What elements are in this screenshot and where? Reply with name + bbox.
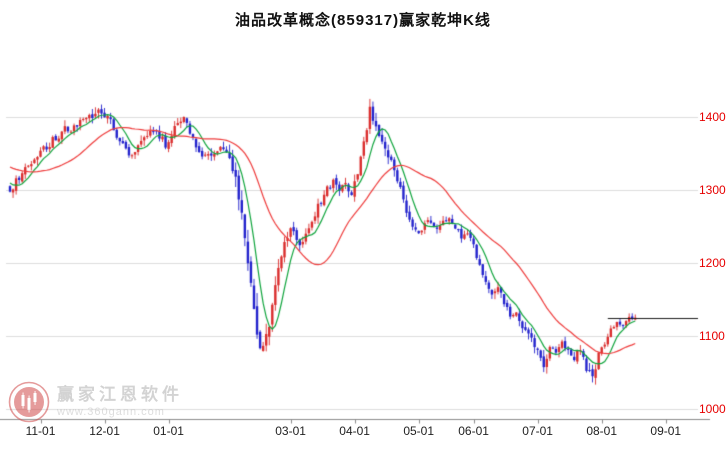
x-axis-tick-label: 01-01: [153, 424, 184, 438]
x-axis-tick-label: 05-01: [403, 424, 435, 438]
y-axis-tick-label: 1300: [699, 183, 726, 197]
x-axis-tick-label: 07-01: [522, 424, 553, 438]
x-axis-tick-label: 11-01: [25, 424, 56, 438]
x-axis-tick-label: 04-01: [339, 424, 370, 438]
x-axis-tick-label: 03-01: [275, 424, 306, 438]
chart-title: 油品改革概念(859317)赢家乾坤K线: [235, 12, 491, 29]
x-axis-tick-label: 09-01: [650, 424, 682, 438]
x-axis-tick-label: 12-01: [89, 424, 120, 438]
y-axis-tick-label: 1200: [699, 256, 726, 270]
x-axis-tick-label: 08-01: [586, 424, 618, 438]
y-axis-tick-label: 1000: [699, 402, 726, 416]
y-axis-tick-label: 1400: [699, 110, 726, 124]
y-axis-tick-label: 1100: [699, 329, 725, 343]
x-axis-tick-label: 06-01: [458, 424, 489, 438]
